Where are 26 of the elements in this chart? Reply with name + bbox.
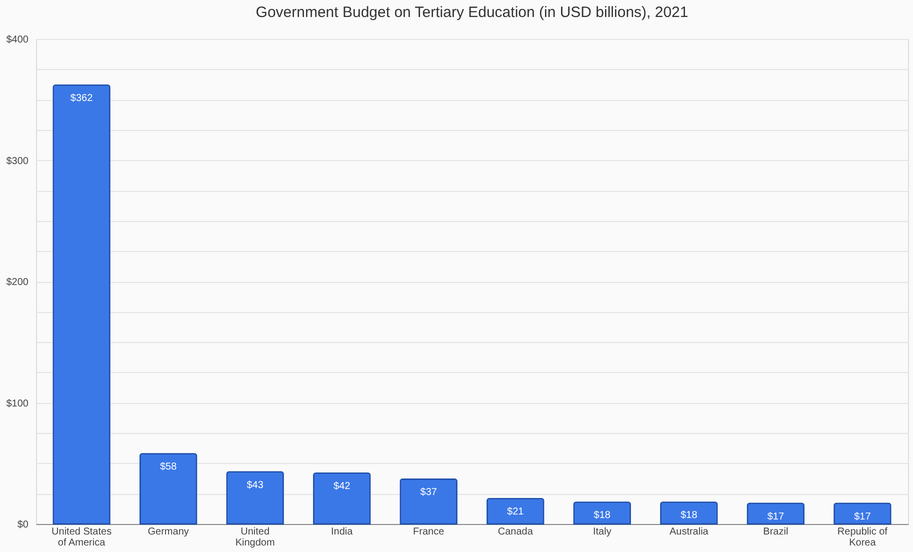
chart-title: Government Budget on Tertiary Education (in USD billions), 2021 xyxy=(256,4,688,21)
x-tick-label: Brazil xyxy=(763,526,788,538)
x-tick-label: Italy xyxy=(592,526,612,538)
data-label: $18 xyxy=(680,510,698,522)
data-label: $58 xyxy=(160,462,178,473)
x-tick-label: United States of America xyxy=(52,526,112,548)
y-tick-label: $100 xyxy=(6,398,29,410)
data-label: $42 xyxy=(334,481,351,492)
x-tick-label: Canada xyxy=(498,526,534,538)
data-label: $362 xyxy=(70,93,94,104)
y-tick-label: $400 xyxy=(6,34,29,46)
data-label: $18 xyxy=(594,510,611,522)
y-tick-label: $300 xyxy=(6,156,29,167)
x-tick-label: Australia xyxy=(669,526,709,538)
x-tick-label: India xyxy=(331,526,354,538)
y-tick-label: $200 xyxy=(6,277,29,288)
y-tick-label: $0 xyxy=(17,520,29,530)
data-label: $17 xyxy=(854,511,872,522)
data-label: $37 xyxy=(420,487,438,498)
x-tick-label: Republic of Korea xyxy=(837,526,888,548)
data-label: $21 xyxy=(507,506,524,518)
x-tick-label: Germany xyxy=(148,526,189,538)
data-label: $17 xyxy=(767,511,784,522)
x-tick-label: France xyxy=(413,526,445,538)
data-label: $43 xyxy=(246,480,264,491)
x-tick-label: United Kingdom xyxy=(235,526,275,548)
